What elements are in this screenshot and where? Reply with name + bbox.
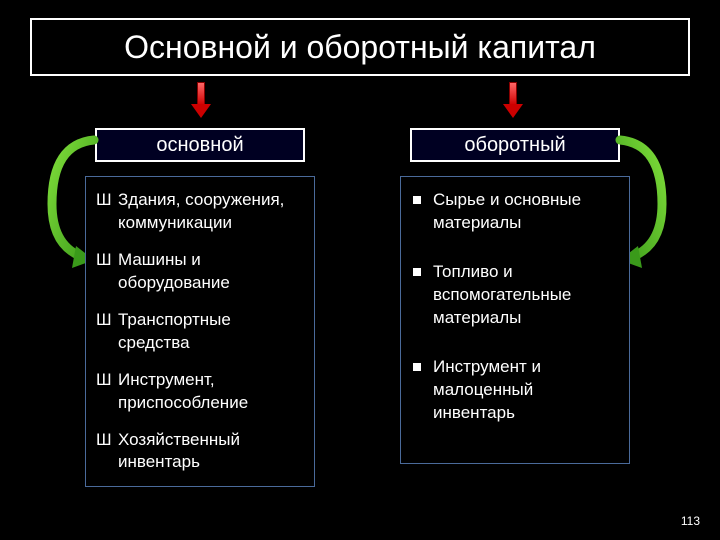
list-item-label: Хозяйственный инвентарь (118, 430, 240, 472)
list-right: Сырье и основные материалы Топливо и вспо… (411, 189, 619, 425)
red-arrow-left (192, 82, 210, 120)
list-item: Сырье и основные материалы (411, 189, 619, 235)
title-box: Основной и оборотный капитал (30, 18, 690, 76)
bullet-square-icon (413, 268, 421, 276)
list-box-right: Сырье и основные материалы Топливо и вспо… (400, 176, 630, 464)
bullet-sh-icon: Ш (96, 189, 112, 212)
column-header-left-label: основной (156, 134, 243, 157)
list-left: Ш Здания, сооружения, коммуникации Ш Машины… (96, 189, 304, 474)
list-item-label: Топливо и вспомогательные материалы (433, 262, 571, 327)
bullet-square-icon (413, 196, 421, 204)
bullet-sh-icon: Ш (96, 249, 112, 272)
title-text: Основной и оборотный капитал (124, 29, 596, 66)
list-item: Ш Здания, сооружения, коммуникации (96, 189, 304, 235)
bullet-sh-icon: Ш (96, 309, 112, 332)
list-item: Ш Инструмент, приспособление (96, 369, 304, 415)
red-arrow-right (504, 82, 522, 120)
page-number: 113 (681, 514, 700, 528)
list-item: Ш Хозяйственный инвентарь (96, 429, 304, 475)
column-header-right-label: оборотный (464, 134, 565, 157)
list-item: Топливо и вспомогательные материалы (411, 261, 619, 330)
list-item-label: Сырье и основные материалы (433, 190, 581, 232)
list-item-label: Инструмент, приспособление (118, 370, 248, 412)
list-box-left: Ш Здания, сооружения, коммуникации Ш Машины… (85, 176, 315, 487)
column-header-right: оборотный (410, 128, 620, 162)
list-item: Ш Транспортные средства (96, 309, 304, 355)
bullet-sh-icon: Ш (96, 369, 112, 392)
list-item: Инструмент и малоценный инвентарь (411, 356, 619, 425)
bullet-square-icon (413, 363, 421, 371)
list-item-label: Машины и оборудование (118, 250, 230, 292)
list-item-label: Транспортные средства (118, 310, 231, 352)
list-item-label: Здания, сооружения, коммуникации (118, 190, 284, 232)
list-item-label: Инструмент и малоценный инвентарь (433, 357, 541, 422)
column-header-left: основной (95, 128, 305, 162)
bullet-sh-icon: Ш (96, 429, 112, 452)
list-item: Ш Машины и оборудование (96, 249, 304, 295)
